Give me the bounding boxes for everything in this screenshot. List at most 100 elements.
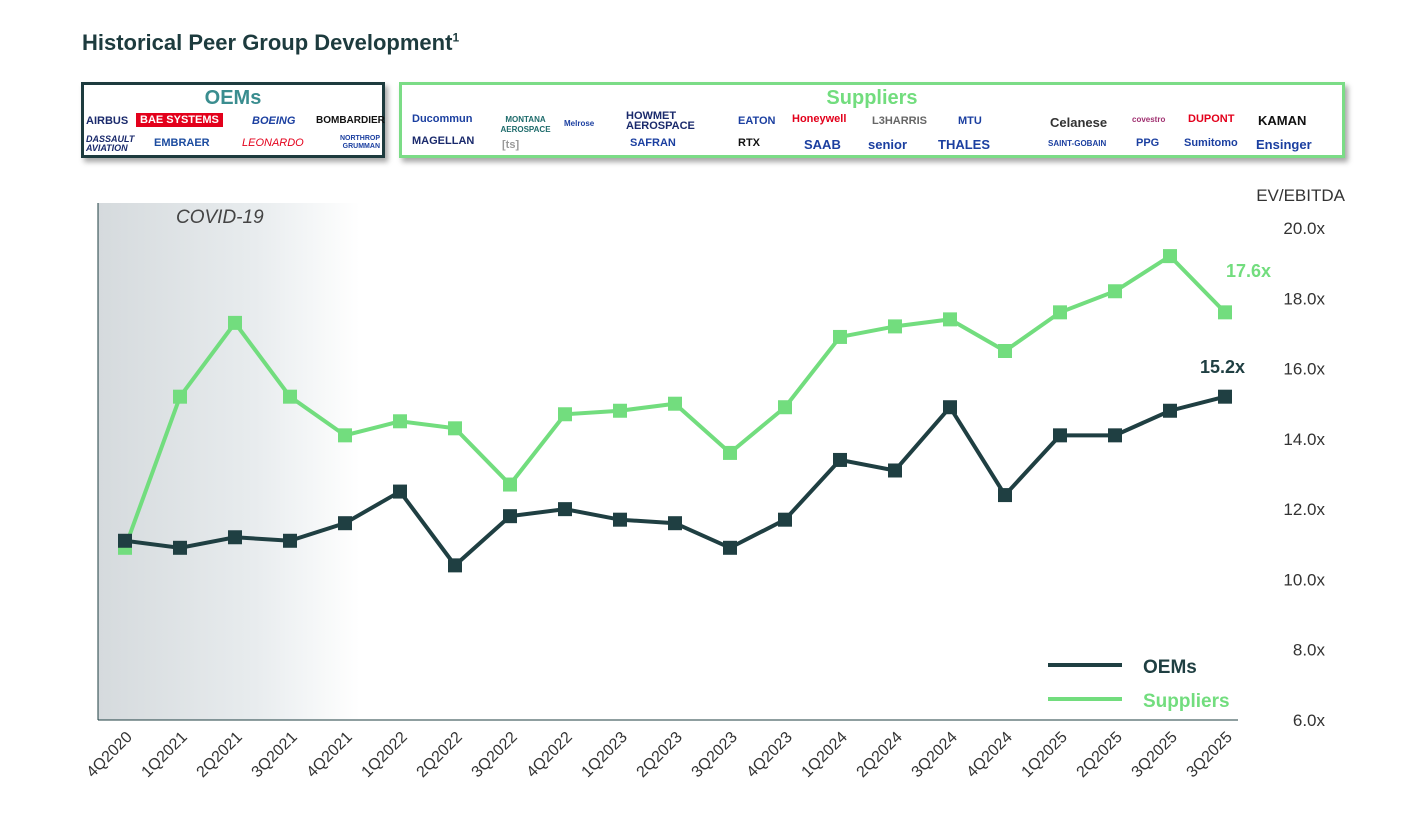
x-tick-label: 4Q2020	[84, 729, 136, 781]
x-tick-label: 4Q2024	[964, 729, 1016, 781]
x-tick-label: 2Q2024	[854, 729, 906, 781]
logo-saint-gobain: SAINT-GOBAIN	[1048, 139, 1107, 148]
logo-leonardo: LEONARDO	[242, 137, 304, 149]
logo-l3harris: L3HARRIS	[872, 115, 928, 127]
logo-embraer: EMBRAER	[154, 137, 210, 149]
logo-rtx: RTX	[738, 137, 760, 149]
logo-montana-aerospace: MONTANA AEROSPACE	[500, 115, 551, 134]
data-point-oems	[1218, 389, 1232, 404]
x-tick-label: 1Q2024	[799, 729, 851, 781]
logo-boeing: BOEING	[252, 115, 296, 127]
logo-kaman: KAMAN	[1258, 113, 1307, 128]
data-point-suppliers	[338, 428, 352, 443]
x-tick-label: 3Q2025	[1184, 729, 1236, 781]
x-tick-label: 3Q2024	[909, 729, 961, 781]
y-tick-label: 20.0x	[1283, 219, 1325, 238]
data-point-suppliers	[228, 315, 242, 330]
x-tick-label: 1Q2025	[1019, 729, 1071, 781]
data-point-suppliers	[833, 329, 847, 344]
y-tick-label: 8.0x	[1293, 641, 1326, 660]
data-point-suppliers	[1108, 284, 1122, 299]
data-point-oems	[1053, 428, 1067, 443]
legend-suppliers-label: Suppliers	[1143, 691, 1230, 712]
x-tick-label: 3Q2023	[689, 729, 741, 781]
logo-thales: THALES	[938, 137, 990, 152]
data-point-oems	[833, 452, 847, 467]
oems-box-title: OEMs	[204, 87, 262, 109]
logo-celanese: Celanese	[1050, 115, 1108, 130]
data-point-oems	[943, 400, 957, 415]
logo-saab: SAAB	[804, 137, 841, 152]
logo-ensinger: Ensinger	[1256, 137, 1312, 152]
data-point-oems	[173, 540, 187, 555]
logo-ts: [ts]	[502, 139, 520, 151]
data-point-suppliers	[1163, 249, 1177, 264]
data-point-suppliers	[723, 445, 737, 460]
logo-melrose: Melrose	[564, 119, 595, 128]
data-point-oems	[338, 516, 352, 531]
x-tick-label: 1Q2021	[139, 729, 191, 781]
oems-end-label: 15.2x	[1200, 357, 1245, 377]
data-point-oems	[448, 558, 462, 573]
data-point-oems	[998, 488, 1012, 503]
legend-oems-label: OEMs	[1143, 657, 1197, 678]
x-tick-label: 1Q2023	[579, 729, 631, 781]
data-point-suppliers	[393, 414, 407, 429]
data-point-oems	[228, 530, 242, 545]
x-tick-label: 2Q2023	[634, 729, 686, 781]
logo-magellan: MAGELLAN	[412, 135, 475, 147]
y-tick-label: 16.0x	[1283, 360, 1325, 379]
data-point-oems	[503, 509, 517, 524]
logo-eaton: EATON	[738, 115, 776, 127]
x-tick-label: 1Q2022	[359, 729, 411, 781]
logo-bombardier: BOMBARDIER	[316, 115, 385, 126]
y-tick-label: 12.0x	[1283, 500, 1325, 519]
logo-bae: BAE SYSTEMS	[136, 113, 223, 127]
logo-safran: SAFRAN	[630, 137, 676, 149]
suppliers-end-label: 17.6x	[1226, 261, 1271, 281]
x-tick-label: 2Q2022	[414, 729, 466, 781]
x-tick-label: 4Q2021	[304, 729, 356, 781]
y-axis-title: EV/EBITDA	[1256, 186, 1345, 205]
y-tick-label: 18.0x	[1283, 289, 1325, 308]
data-point-oems	[888, 463, 902, 478]
y-tick-label: 10.0x	[1283, 570, 1325, 589]
data-point-suppliers	[778, 400, 792, 415]
data-point-suppliers	[283, 389, 297, 404]
page-title: Historical Peer Group Development1	[82, 30, 460, 55]
data-point-oems	[613, 512, 627, 527]
data-point-suppliers	[1218, 305, 1232, 320]
data-point-suppliers	[613, 403, 627, 418]
data-point-oems	[778, 512, 792, 527]
data-point-oems	[1163, 403, 1177, 418]
data-point-suppliers	[998, 344, 1012, 358]
covid-shading	[98, 203, 360, 720]
logo-dassault: DASSAULT AVIATION	[86, 134, 135, 153]
data-point-oems	[668, 516, 682, 531]
data-point-oems	[1108, 428, 1122, 443]
logo-senior: senior	[868, 137, 908, 152]
data-point-oems	[558, 502, 572, 517]
x-tick-label: 2Q2025	[1074, 729, 1126, 781]
covid-label: COVID-19	[176, 207, 264, 228]
data-point-oems	[393, 484, 407, 499]
oems-logo-box: OEMs AIRBUS BAE SYSTEMS BOEING BOMBARDIE…	[81, 82, 385, 158]
suppliers-logo-box: Suppliers Ducommun MAGELLAN MONTANA AEROSP…	[399, 82, 1345, 158]
y-tick-label: 14.0x	[1283, 430, 1325, 449]
logo-airbus: AIRBUS	[86, 115, 129, 127]
x-tick-label: 4Q2022	[524, 729, 576, 781]
y-tick-label: 6.0x	[1293, 711, 1326, 730]
logo-ppg: PPG	[1136, 137, 1160, 149]
logo-howmet-aerospace: HOWMET AEROSPACE	[626, 110, 695, 132]
logo-honeywell: Honeywell	[792, 113, 847, 125]
logo-dupont: DUPONT	[1188, 113, 1235, 125]
x-tick-label: 3Q2021	[249, 729, 301, 781]
data-point-suppliers	[558, 407, 572, 422]
logo-covestro: covestro	[1132, 115, 1166, 124]
x-tick-label: 4Q2023	[744, 729, 796, 781]
data-point-oems	[723, 540, 737, 555]
data-point-suppliers	[888, 319, 902, 334]
data-point-suppliers	[173, 389, 187, 404]
suppliers-box-title: Suppliers	[826, 87, 918, 109]
